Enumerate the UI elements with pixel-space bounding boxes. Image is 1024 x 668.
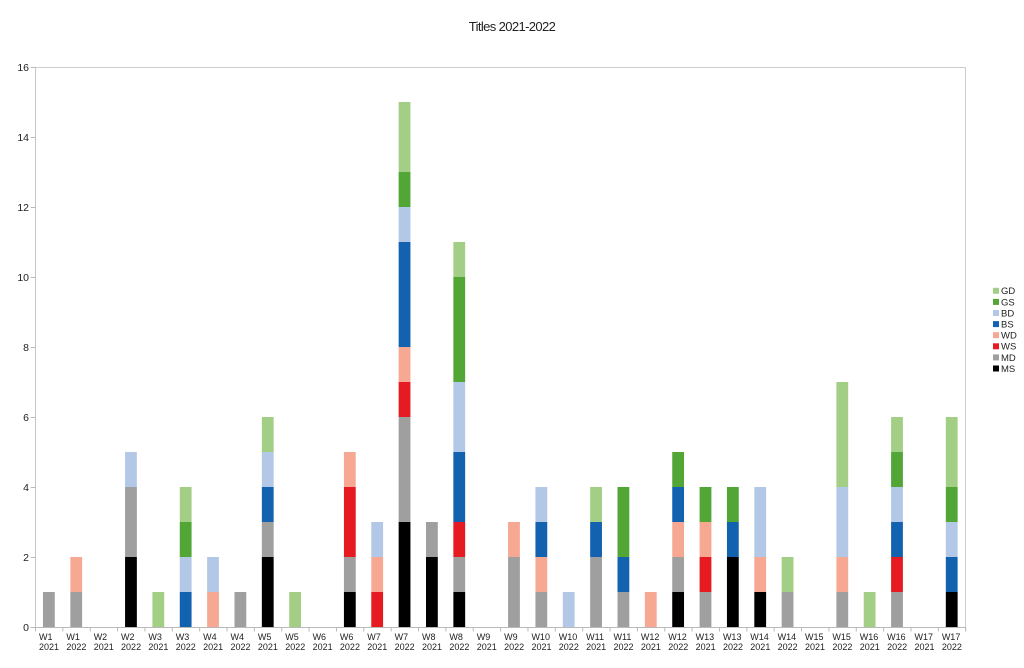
svg-text:W2: W2 (94, 632, 108, 642)
svg-text:W16: W16 (887, 632, 906, 642)
svg-text:2022: 2022 (121, 642, 141, 652)
svg-text:2022: 2022 (832, 642, 852, 652)
svg-text:W10: W10 (559, 632, 578, 642)
svg-text:2021: 2021 (313, 642, 333, 652)
svg-text:2021: 2021 (39, 642, 59, 652)
svg-text:W9: W9 (504, 632, 517, 642)
svg-text:WS: WS (1001, 342, 1016, 353)
svg-text:2022: 2022 (176, 642, 196, 652)
svg-text:W2: W2 (121, 632, 135, 642)
svg-text:2022: 2022 (723, 642, 743, 652)
svg-text:W7: W7 (367, 632, 381, 642)
svg-text:W7: W7 (395, 632, 409, 642)
svg-text:W14: W14 (750, 632, 769, 642)
svg-text:W5: W5 (285, 632, 299, 642)
svg-text:W14: W14 (778, 632, 797, 642)
svg-text:2022: 2022 (340, 642, 360, 652)
svg-text:10: 10 (17, 272, 29, 284)
svg-text:MD: MD (1001, 353, 1016, 364)
svg-text:W16: W16 (860, 632, 879, 642)
svg-text:W1: W1 (66, 632, 80, 642)
svg-text:2022: 2022 (614, 642, 634, 652)
svg-text:2021: 2021 (148, 642, 168, 652)
svg-text:2022: 2022 (395, 642, 415, 652)
svg-text:W6: W6 (340, 632, 354, 642)
svg-text:6: 6 (23, 412, 29, 424)
svg-text:W6: W6 (313, 632, 327, 642)
svg-text:W8: W8 (422, 632, 436, 642)
svg-text:2021: 2021 (914, 642, 934, 652)
svg-text:W4: W4 (230, 632, 244, 642)
svg-text:2022: 2022 (778, 642, 798, 652)
svg-text:W15: W15 (832, 632, 851, 642)
svg-text:2021: 2021 (805, 642, 825, 652)
svg-text:2022: 2022 (559, 642, 579, 652)
svg-text:W1: W1 (39, 632, 53, 642)
svg-text:2021: 2021 (531, 642, 551, 652)
svg-text:2021: 2021 (422, 642, 442, 652)
svg-text:W3: W3 (148, 632, 162, 642)
svg-text:W12: W12 (641, 632, 660, 642)
svg-text:W12: W12 (668, 632, 687, 642)
svg-text:W11: W11 (586, 632, 604, 642)
svg-text:2022: 2022 (449, 642, 469, 652)
svg-text:W13: W13 (723, 632, 742, 642)
svg-text:2021: 2021 (477, 642, 497, 652)
svg-text:GD: GD (1001, 286, 1015, 297)
svg-text:W17: W17 (942, 632, 961, 642)
svg-text:W9: W9 (477, 632, 491, 642)
svg-text:2021: 2021 (94, 642, 114, 652)
svg-text:2022: 2022 (230, 642, 250, 652)
svg-text:2022: 2022 (887, 642, 907, 652)
svg-text:12: 12 (17, 202, 29, 214)
svg-text:BS: BS (1001, 320, 1014, 331)
svg-text:2021: 2021 (203, 642, 223, 652)
svg-text:2022: 2022 (285, 642, 305, 652)
svg-text:4: 4 (23, 482, 29, 494)
svg-text:16: 16 (17, 62, 29, 74)
svg-text:W4: W4 (203, 632, 217, 642)
svg-text:14: 14 (17, 132, 29, 144)
svg-text:GS: GS (1001, 297, 1015, 308)
svg-text:2021: 2021 (258, 642, 278, 652)
svg-text:2021: 2021 (750, 642, 770, 652)
svg-text:2021: 2021 (641, 642, 661, 652)
svg-text:W17: W17 (914, 632, 933, 642)
svg-text:2021: 2021 (367, 642, 387, 652)
svg-text:W5: W5 (258, 632, 272, 642)
svg-text:2022: 2022 (942, 642, 962, 652)
svg-text:W8: W8 (449, 632, 463, 642)
svg-text:BD: BD (1001, 308, 1014, 319)
svg-text:2021: 2021 (696, 642, 716, 652)
svg-text:2022: 2022 (66, 642, 86, 652)
svg-text:W15: W15 (805, 632, 824, 642)
svg-text:W3: W3 (176, 632, 190, 642)
svg-text:2: 2 (23, 552, 29, 564)
svg-text:8: 8 (23, 342, 29, 354)
svg-text:W11: W11 (614, 632, 632, 642)
svg-text:W13: W13 (696, 632, 715, 642)
svg-text:2021: 2021 (860, 642, 880, 652)
svg-text:WD: WD (1001, 331, 1017, 342)
svg-text:W10: W10 (531, 632, 550, 642)
svg-text:2021: 2021 (586, 642, 606, 652)
svg-text:0: 0 (23, 622, 29, 634)
svg-text:MS: MS (1001, 364, 1015, 375)
svg-text:2022: 2022 (504, 642, 524, 652)
svg-text:Titles 2021-2022: Titles 2021-2022 (469, 19, 556, 34)
svg-text:2022: 2022 (668, 642, 688, 652)
